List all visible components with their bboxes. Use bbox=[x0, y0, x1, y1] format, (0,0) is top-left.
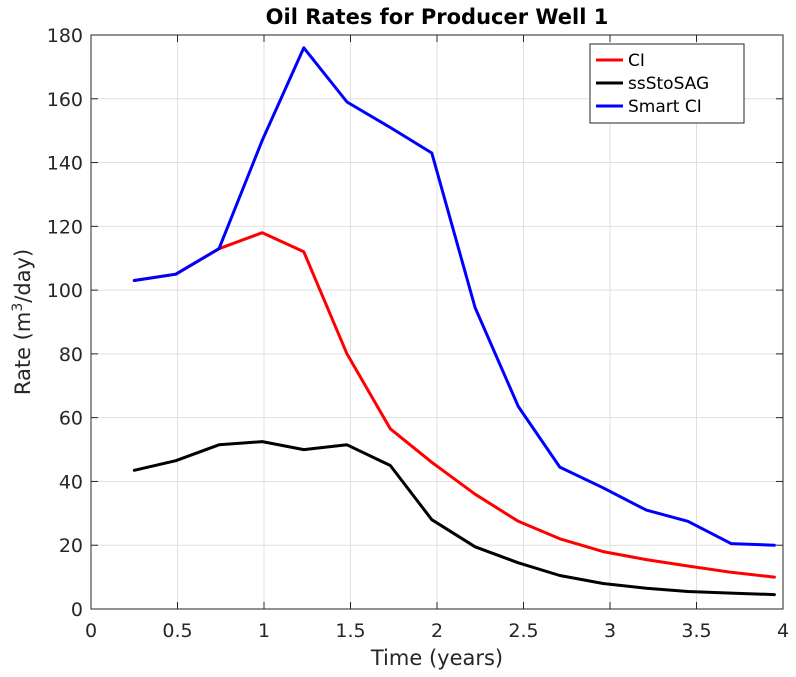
chart-title: Oil Rates for Producer Well 1 bbox=[266, 5, 609, 29]
y-tick-label: 160 bbox=[47, 89, 83, 111]
x-tick-label: 0.5 bbox=[162, 620, 192, 642]
x-tick-label: 2.5 bbox=[508, 620, 538, 642]
y-axis-title-superscript: 3 bbox=[10, 303, 26, 312]
x-tick-label: 4 bbox=[777, 620, 789, 642]
series-line-smart-ci bbox=[132, 46, 776, 547]
y-tick-label: 20 bbox=[59, 535, 83, 557]
x-tick-label: 3 bbox=[604, 620, 616, 642]
y-tick-label: 60 bbox=[59, 408, 83, 430]
series-lines bbox=[132, 46, 776, 597]
x-tick-label: 3.5 bbox=[681, 620, 711, 642]
axis-ticks: 0 0.5 1 1.5 2 2.5 3 3.5 402040608010012014016018… bbox=[47, 25, 789, 642]
y-tick-label: 0 bbox=[71, 599, 83, 621]
y-tick-label: 180 bbox=[47, 25, 83, 47]
x-tick-label: 0 bbox=[85, 620, 97, 642]
y-axis-title-prefix: Rate (m bbox=[11, 312, 35, 395]
x-tick-label: 2 bbox=[431, 620, 443, 642]
y-axis-title: Rate (m3/day) bbox=[10, 249, 35, 395]
y-tick-label: 120 bbox=[47, 216, 83, 238]
y-tick-label: 80 bbox=[59, 344, 83, 366]
y-tick-label: 140 bbox=[47, 153, 83, 175]
y-tick-label: 100 bbox=[47, 280, 83, 302]
legend-label-ci: CI bbox=[628, 51, 645, 71]
y-axis-title-suffix: /day) bbox=[11, 249, 35, 303]
series-line-ssstosag bbox=[132, 440, 776, 597]
legend-label-smart-ci: Smart CI bbox=[628, 97, 702, 117]
series-line-ci bbox=[132, 231, 776, 579]
x-tick-label: 1 bbox=[258, 620, 270, 642]
x-tick-label: 1.5 bbox=[335, 620, 365, 642]
y-tick-label: 40 bbox=[59, 471, 83, 493]
legend-label-ssstosag: ssStoSAG bbox=[628, 74, 709, 94]
x-axis-title: Time (years) bbox=[370, 646, 503, 670]
legend: CI ssStoSAG Smart CI bbox=[589, 43, 745, 124]
